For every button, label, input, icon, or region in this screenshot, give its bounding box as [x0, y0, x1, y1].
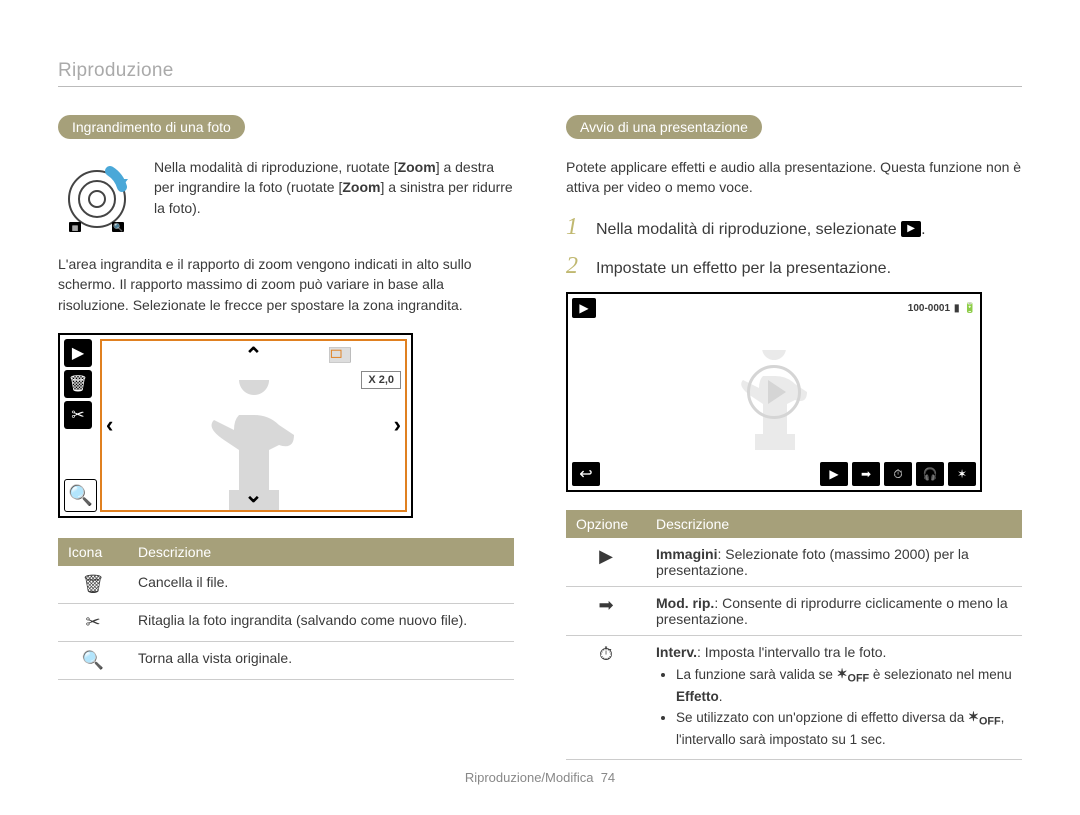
- crop-save-icon: ✂: [58, 603, 128, 641]
- zoom-icons-table: Icona Descrizione 🗑 Cancella il file. ✂ …: [58, 538, 514, 680]
- chevron-up-icon: ⌃: [244, 343, 262, 369]
- zoom-description: Nella modalità di riproduzione, ruotate …: [154, 157, 514, 218]
- step-text: Nella modalità di riproduzione, selezion…: [596, 219, 926, 241]
- images-option-icon: ▶: [566, 538, 646, 587]
- row-desc: Ritaglia la foto ingrandita (salvando co…: [128, 603, 514, 641]
- row-desc: Interv.: Imposta l'intervallo tra le fot…: [646, 636, 1022, 759]
- playback-mode-icon: ▶: [572, 298, 596, 318]
- section-title: Riproduzione: [58, 60, 1022, 82]
- step-row-2: 2 Impostate un effetto per la presentazi…: [566, 253, 1022, 280]
- slideshow-preview-screenshot: ▶ 100-0001 ▮ 🔋 ↩ ▶ ➡ ⏱: [566, 292, 982, 492]
- audio-off-icon: 🎧: [916, 462, 944, 486]
- zoom-sample-screenshot: ▶ 🗑 ✂ 🔍 X 2,0 ⌃ ⌄ ‹ ›: [58, 333, 413, 518]
- preview-bottombar: ↩ ▶ ➡ ⏱ 🎧 ✶: [572, 462, 976, 486]
- row-desc: Cancella il file.: [128, 566, 514, 604]
- zoom-area-paragraph: L'area ingrandita e il rapporto di zoom …: [58, 254, 514, 315]
- interval-option-icon: ⏱: [566, 636, 646, 759]
- page-footer: Riproduzione/Modifica 74: [0, 770, 1080, 785]
- left-column: Ingrandimento di una foto ▦ 🔍 Nella moda…: [58, 115, 514, 760]
- svg-text:▦: ▦: [72, 225, 79, 232]
- crop-icon: ✂: [64, 401, 92, 429]
- columns: Ingrandimento di una foto ▦ 🔍 Nella moda…: [58, 115, 1022, 760]
- zoom-main-area: X 2,0 ⌃ ⌄ ‹ ›: [100, 339, 407, 512]
- left-heading-pill: Ingrandimento di una foto: [58, 115, 245, 139]
- interv-bullet: Se utilizzato con un'opzione di effetto …: [676, 707, 1012, 750]
- page-header: Riproduzione: [58, 60, 1022, 87]
- title-divider: [58, 86, 1022, 87]
- table-row: 🔍 Torna alla vista originale.: [58, 641, 514, 679]
- effect-off-icon: ✶OFF: [837, 664, 870, 687]
- trash-icon: 🗑: [64, 370, 92, 398]
- back-icon: ↩: [572, 462, 600, 486]
- file-counter: 100-0001: [908, 303, 950, 314]
- chevron-right-icon: ›: [394, 412, 401, 438]
- effect-off-icon: ✶OFF: [968, 707, 1001, 730]
- play-button-icon: [747, 365, 801, 419]
- step-number: 1: [566, 214, 586, 241]
- effect-off-icon: ✶: [948, 462, 976, 486]
- row-desc: Torna alla vista originale.: [128, 641, 514, 679]
- table-row: ▶ Immagini: Selezionate foto (massimo 20…: [566, 538, 1022, 587]
- col-icona: Icona: [58, 538, 128, 566]
- col-descrizione: Descrizione: [646, 510, 1022, 538]
- step-text: Impostate un effetto per la presentazion…: [596, 258, 891, 280]
- magnifier-reset-icon: 🔍: [58, 641, 128, 679]
- chevron-down-icon: ⌄: [244, 482, 262, 508]
- battery-icon: 🔋: [964, 303, 976, 314]
- col-opzione: Opzione: [566, 510, 646, 538]
- slideshow-intro: Potete applicare effetti e audio alla pr…: [566, 157, 1022, 198]
- repeat-option-icon: ➡: [566, 587, 646, 636]
- storage-icon: ▮: [954, 303, 960, 314]
- zoom-row: ▦ 🔍 Nella modalità di riproduzione, ruot…: [58, 157, 514, 238]
- col-descrizione: Descrizione: [128, 538, 514, 566]
- row-desc: Mod. rip.: Consente di riprodurre ciclic…: [646, 587, 1022, 636]
- row-desc: Immagini: Selezionate foto (massimo 2000…: [646, 538, 1022, 587]
- zoom-dial-illustration: ▦ 🔍: [58, 157, 136, 238]
- table-row: ⏱ Interv.: Imposta l'intervallo tra le f…: [566, 636, 1022, 759]
- slideshow-options-table: Opzione Descrizione ▶ Immagini: Selezion…: [566, 510, 1022, 759]
- right-heading-pill: Avvio di una presentazione: [566, 115, 762, 139]
- svg-text:🔍: 🔍: [113, 222, 123, 232]
- table-row: ➡ Mod. rip.: Consente di riprodurre cicl…: [566, 587, 1022, 636]
- images-option-icon: ▶: [820, 462, 848, 486]
- table-row: 🗑 Cancella il file.: [58, 566, 514, 604]
- trash-icon: 🗑: [58, 566, 128, 604]
- interv-bullet: La funzione sarà valida se ✶OFF è selezi…: [676, 664, 1012, 707]
- step-row-1: 1 Nella modalità di riproduzione, selezi…: [566, 214, 1022, 241]
- chevron-left-icon: ‹: [106, 412, 113, 438]
- interval-option-icon: ⏱: [884, 462, 912, 486]
- repeat-option-icon: ➡: [852, 462, 880, 486]
- magnifier-icon: 🔍: [64, 479, 97, 512]
- preview-topbar: ▶ 100-0001 ▮ 🔋: [572, 298, 976, 318]
- table-row: ✂ Ritaglia la foto ingrandita (salvando …: [58, 603, 514, 641]
- slideshow-menu-icon: ▶: [901, 221, 921, 237]
- right-column: Avvio di una presentazione Potete applic…: [566, 115, 1022, 760]
- playback-mode-icon: ▶: [64, 339, 92, 367]
- step-number: 2: [566, 253, 586, 280]
- zoom-ratio-badge: X 2,0: [361, 371, 401, 389]
